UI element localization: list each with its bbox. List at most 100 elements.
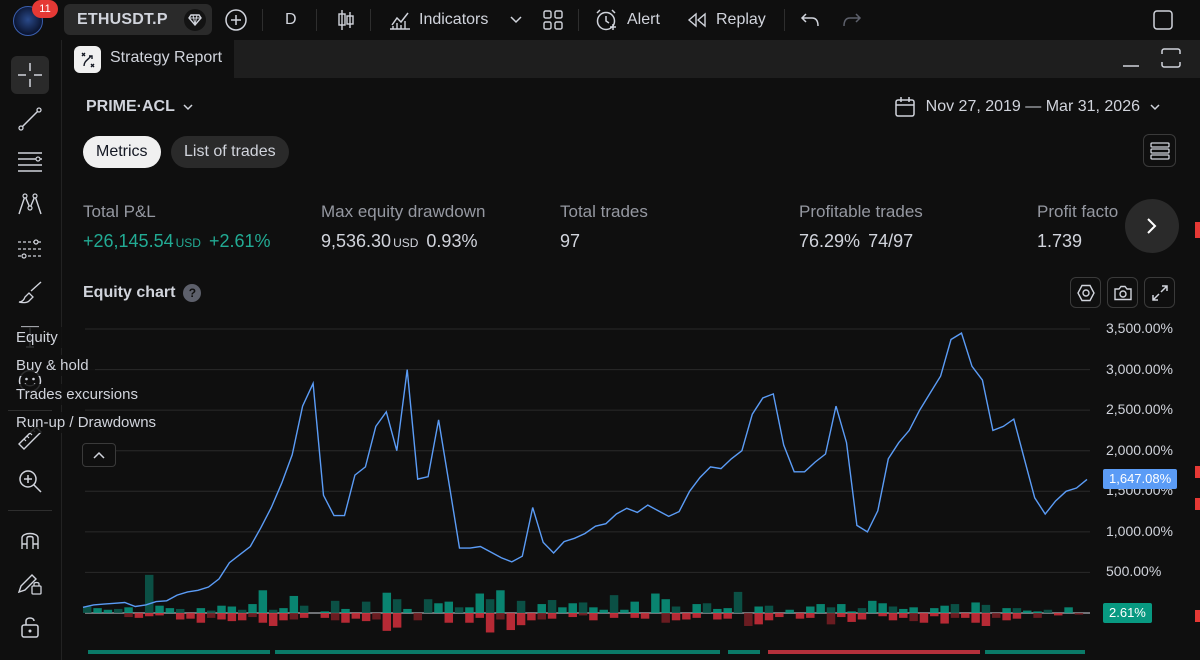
pattern-tool[interactable]	[11, 186, 49, 224]
runup-bar	[320, 611, 330, 613]
replay-button[interactable]: Replay	[686, 0, 766, 40]
indicators-dropdown[interactable]	[510, 0, 522, 40]
runup-bar	[299, 605, 309, 613]
toolbar-divider	[8, 510, 52, 511]
layouts-button[interactable]	[542, 0, 564, 40]
alert-label: Alert	[627, 11, 660, 28]
replay-label: Replay	[716, 11, 766, 28]
legend-trades-excursions[interactable]: Trades excursions	[10, 384, 144, 405]
drawdown-bar	[950, 613, 960, 618]
drawdown-bar	[919, 613, 929, 623]
help-icon[interactable]: ?	[183, 284, 202, 302]
add-symbol-button[interactable]	[224, 0, 248, 40]
maximize-panel-button[interactable]	[1160, 47, 1182, 74]
equity-chart-title: Equity chart ?	[83, 284, 202, 302]
runup-bar	[93, 608, 102, 613]
drawdown-bar	[568, 613, 577, 618]
trend-line-tool[interactable]	[11, 100, 49, 138]
drawdown-bar	[186, 613, 195, 619]
runup-bar	[599, 609, 608, 613]
alert-button[interactable]: Alert	[594, 0, 660, 40]
runup-bar	[516, 600, 526, 613]
runup-bar	[909, 607, 918, 613]
toolbar-divider	[578, 9, 579, 31]
fullscreen-toggle[interactable]	[1152, 0, 1174, 40]
legend-equity[interactable]: Equity	[10, 327, 64, 348]
drawdown-bar	[413, 613, 423, 621]
zoom-tool[interactable]	[11, 462, 49, 500]
symbol-label: ETHUSDT.P	[77, 10, 168, 28]
indicators-button[interactable]: Indicators	[388, 0, 488, 40]
drawdown-bar	[682, 613, 691, 620]
y-tick-label: 1,000.00%	[1106, 522, 1173, 539]
metric-value: +26,145.54 USD +2.61%	[83, 231, 271, 252]
square-icon	[1153, 10, 1173, 30]
forecast-tool[interactable]	[11, 230, 49, 268]
runup-bar	[837, 604, 846, 613]
runup-bar	[589, 607, 598, 613]
magnet-tool[interactable]	[11, 520, 49, 558]
drawdown-bar	[496, 613, 505, 620]
runup-bar	[83, 606, 92, 613]
minimize-panel-button[interactable]	[1121, 50, 1141, 75]
fib-tool[interactable]	[11, 142, 49, 180]
snapshot-button[interactable]	[1107, 277, 1138, 308]
y-tick-label: 3,000.00%	[1106, 360, 1173, 377]
runup-bar	[651, 593, 660, 613]
runup-bar	[423, 599, 433, 613]
drawdown-bar	[899, 613, 908, 618]
chevron-down-icon	[183, 103, 193, 110]
drawdown-bar	[289, 613, 299, 620]
metric-label: Profitable trades	[799, 202, 923, 221]
metric-value: 97	[560, 231, 648, 252]
expand-chart-button[interactable]	[1144, 277, 1175, 308]
minimize-icon	[1123, 65, 1139, 67]
metric-total-trades: Total trades 97	[560, 202, 648, 252]
eye-tool[interactable]	[11, 650, 49, 660]
diamond-icon[interactable]	[184, 9, 206, 31]
drawdown-bar	[578, 613, 588, 616]
strategy-report-tab[interactable]: Strategy Report	[66, 40, 234, 78]
runup-bar	[878, 603, 887, 613]
runup-bar	[1012, 608, 1022, 613]
crosshair-tool[interactable]	[11, 56, 49, 94]
chart-type-button[interactable]	[336, 0, 356, 40]
drawdown-bar	[992, 613, 1001, 618]
runup-bar	[1064, 607, 1073, 613]
next-metrics-button[interactable]	[1125, 199, 1179, 253]
runup-bar	[899, 608, 908, 613]
brush-tool[interactable]	[11, 274, 49, 312]
chevron-down-icon	[1150, 103, 1160, 110]
drawdown-bar	[1074, 613, 1084, 615]
redo-button[interactable]	[842, 0, 862, 40]
drawdown-bar	[351, 613, 361, 619]
drawdown-bar	[1002, 613, 1011, 621]
runup-bar	[258, 590, 268, 613]
symbol-search-button[interactable]: ETHUSDT.P	[64, 4, 212, 35]
tab-list-of-trades[interactable]: List of trades	[171, 136, 289, 168]
undo-icon	[800, 13, 819, 27]
lock-drawings-tool[interactable]	[11, 564, 49, 602]
runup-bar	[930, 608, 939, 613]
drawdown-bar	[1012, 613, 1022, 619]
interval-button[interactable]: D	[285, 11, 297, 28]
strategy-selector[interactable]: PRIME·ACL	[86, 98, 193, 116]
brush-icon	[18, 281, 42, 304]
runup-bar	[971, 602, 980, 613]
legend-runup-drawdowns[interactable]: Run-up / Drawdowns	[10, 412, 163, 433]
legend-buy-hold[interactable]: Buy & hold	[10, 355, 95, 376]
drawdown-bar	[826, 613, 836, 625]
strategy-report-panel: Strategy Report PRIME·ACL Nov 27, 2019 —…	[66, 40, 1200, 660]
horizontal-lines-icon	[18, 152, 42, 172]
chart-settings-button[interactable]	[1070, 277, 1101, 308]
undo-button[interactable]	[800, 0, 820, 40]
equity-chart[interactable]	[80, 320, 1100, 660]
lock-tool[interactable]	[11, 608, 49, 646]
collapse-legend-button[interactable]	[82, 443, 116, 467]
runup-bar	[558, 607, 567, 613]
metric-max-drawdown: Max equity drawdown 9,536.30 USD 0.93%	[321, 202, 485, 252]
drawdown-bar	[155, 613, 164, 616]
tab-metrics[interactable]: Metrics	[83, 136, 161, 168]
date-range-selector[interactable]: Nov 27, 2019 — Mar 31, 2026	[894, 96, 1160, 118]
report-layout-button[interactable]	[1143, 134, 1176, 167]
